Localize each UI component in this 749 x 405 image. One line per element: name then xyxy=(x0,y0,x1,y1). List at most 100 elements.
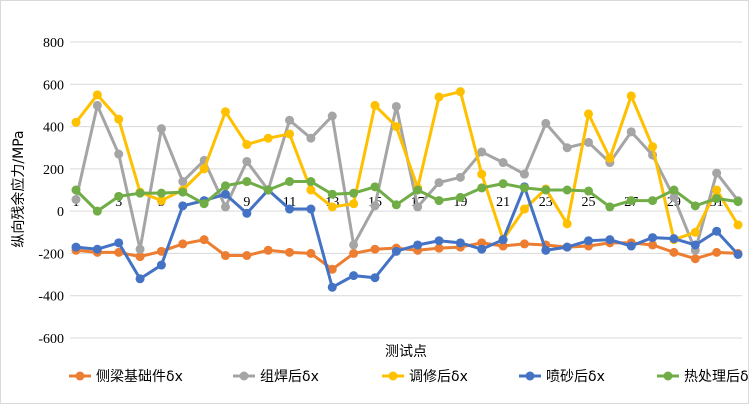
data-point xyxy=(178,239,188,249)
legend-label: 热处理后δx xyxy=(684,369,749,385)
data-point xyxy=(285,204,295,214)
data-point xyxy=(584,109,594,119)
data-point xyxy=(434,196,444,206)
data-point xyxy=(306,248,316,258)
data-point xyxy=(391,101,401,111)
data-point xyxy=(455,172,465,182)
data-point xyxy=(413,185,423,195)
data-point xyxy=(242,156,252,166)
data-point xyxy=(178,201,188,211)
data-point xyxy=(263,185,273,195)
data-point xyxy=(114,114,124,124)
data-point xyxy=(733,197,743,207)
data-point xyxy=(648,240,658,250)
legend-label: 组焊后δx xyxy=(260,369,319,385)
data-point xyxy=(263,245,273,255)
legend: 侧梁基础件δx 组焊后δx 调修后δx 喷砂后δx 热处理后δx xyxy=(69,368,749,385)
data-point xyxy=(541,118,551,128)
data-point xyxy=(349,248,359,258)
data-point xyxy=(92,90,102,100)
legend-marker xyxy=(388,371,398,381)
data-point xyxy=(199,164,209,174)
data-point xyxy=(178,177,188,187)
x-tick-label: 3 xyxy=(115,195,122,210)
legend-item: 组焊后δx xyxy=(233,369,319,385)
y-tick-label: 800 xyxy=(43,36,64,51)
data-point xyxy=(135,188,145,198)
data-point xyxy=(349,240,359,250)
y-tick-label: 200 xyxy=(43,163,64,178)
series-line xyxy=(74,180,739,213)
y-tick-label: 0 xyxy=(57,205,64,220)
data-point xyxy=(199,235,209,245)
data-point xyxy=(135,274,145,284)
data-point xyxy=(220,189,230,199)
data-point xyxy=(199,199,209,209)
data-point xyxy=(648,233,658,243)
y-tick-labels: -600 -400 -200 0 200 400 600 800 xyxy=(38,36,64,347)
x-tick-label: 23 xyxy=(539,195,553,210)
data-point xyxy=(584,186,594,196)
data-point xyxy=(455,87,465,97)
data-point xyxy=(156,124,166,134)
legend-label: 调修后δx xyxy=(409,369,468,385)
data-point xyxy=(605,153,615,163)
data-point xyxy=(327,189,337,199)
data-point xyxy=(498,179,508,189)
data-point xyxy=(220,251,230,261)
data-point xyxy=(220,202,230,212)
data-point xyxy=(413,202,423,212)
data-point xyxy=(114,238,124,248)
data-point xyxy=(562,185,572,195)
legend-marker xyxy=(239,371,249,381)
y-tick-label: -400 xyxy=(38,290,64,305)
data-point xyxy=(626,127,636,137)
data-point xyxy=(242,140,252,150)
data-point xyxy=(519,169,529,179)
data-point xyxy=(327,202,337,212)
legend-item: 喷砂后δx xyxy=(519,369,605,385)
data-point xyxy=(92,206,102,216)
data-point xyxy=(156,196,166,206)
data-point xyxy=(306,185,316,195)
data-point xyxy=(733,249,743,259)
data-point xyxy=(690,240,700,250)
data-point xyxy=(135,244,145,254)
data-point xyxy=(434,236,444,246)
data-point xyxy=(690,201,700,211)
data-point xyxy=(71,242,81,252)
data-point xyxy=(712,185,722,195)
data-point xyxy=(455,238,465,248)
data-point xyxy=(370,273,380,283)
data-point xyxy=(220,107,230,117)
data-point xyxy=(370,201,380,211)
data-point xyxy=(114,149,124,159)
data-point xyxy=(477,169,487,179)
data-point xyxy=(92,100,102,110)
data-point xyxy=(71,117,81,127)
data-point xyxy=(306,204,316,214)
data-point xyxy=(327,264,337,274)
data-point xyxy=(541,245,551,255)
data-point xyxy=(285,115,295,125)
series-5 xyxy=(71,177,743,216)
legend-label: 侧梁基础件δx xyxy=(96,368,183,385)
legend-marker xyxy=(525,371,535,381)
data-point xyxy=(71,195,81,205)
data-point xyxy=(349,271,359,281)
data-point xyxy=(584,137,594,147)
data-point xyxy=(690,254,700,264)
data-point xyxy=(370,244,380,254)
data-point xyxy=(477,147,487,157)
data-point xyxy=(349,188,359,198)
x-axis-title: 测试点 xyxy=(385,344,427,360)
data-point xyxy=(71,185,81,195)
data-point xyxy=(349,199,359,209)
data-point xyxy=(242,177,252,187)
data-point xyxy=(114,247,124,257)
data-point xyxy=(519,239,529,249)
data-point xyxy=(626,91,636,101)
data-point xyxy=(733,220,743,230)
data-point xyxy=(178,187,188,197)
